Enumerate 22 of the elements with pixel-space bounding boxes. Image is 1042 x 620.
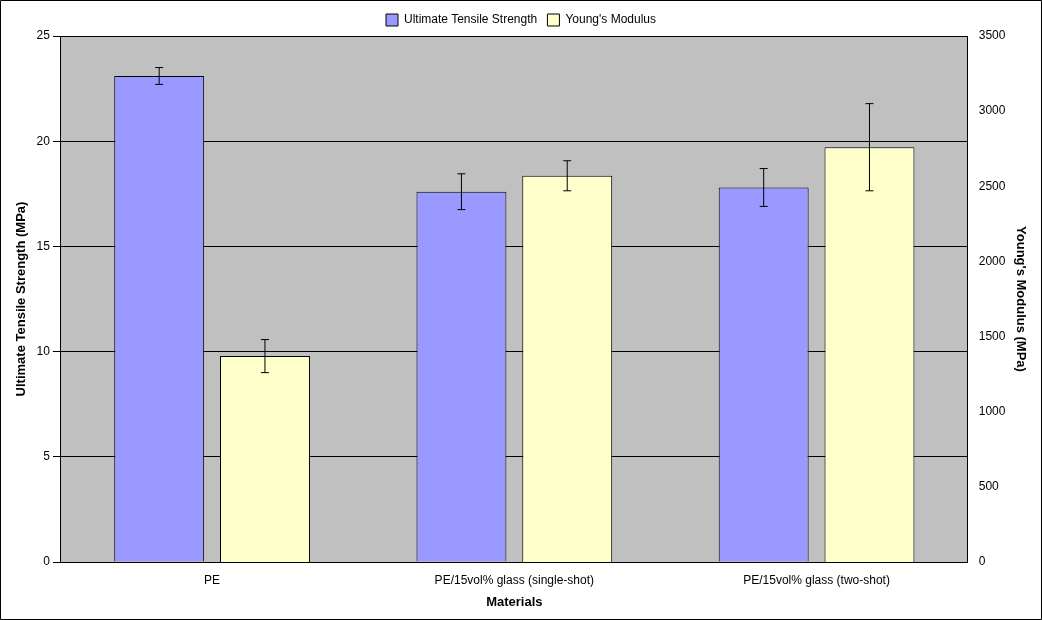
x-tick-label: PE/15vol% glass (single-shot) (434, 572, 595, 587)
y-tick-label: 10 (36, 343, 51, 358)
y2-axis-title: Young's Modulus (MPa) (1013, 226, 1029, 372)
x-tick-label: PE/15vol% glass (two-shot) (743, 572, 890, 587)
legend-label: Ultimate Tensile Strength (404, 12, 538, 27)
y-tick-label: 5 (43, 449, 51, 464)
y2-tick-label: 1500 (978, 328, 1006, 343)
y2-tick-label: 500 (978, 479, 1000, 494)
y-tick-label: 25 (36, 28, 51, 43)
x-axis-title: Materials (486, 593, 543, 609)
y-axis-title: Ultimate Tensile Strength (MPa) (13, 201, 29, 397)
y-tick-label: 0 (43, 554, 51, 569)
x-tick-label: PE (204, 572, 221, 587)
y-tick-label: 15 (36, 238, 51, 253)
y-tick-label: 20 (36, 133, 51, 148)
y2-tick-label: 3500 (978, 28, 1006, 43)
y2-tick-label: 2000 (978, 253, 1006, 268)
y2-tick-label: 3000 (978, 103, 1006, 118)
y2-tick-label: 0 (978, 554, 986, 569)
legend-label: Young's Modulus (565, 12, 656, 27)
y2-tick-label: 1000 (978, 404, 1006, 419)
y2-tick-label: 2500 (978, 178, 1006, 193)
